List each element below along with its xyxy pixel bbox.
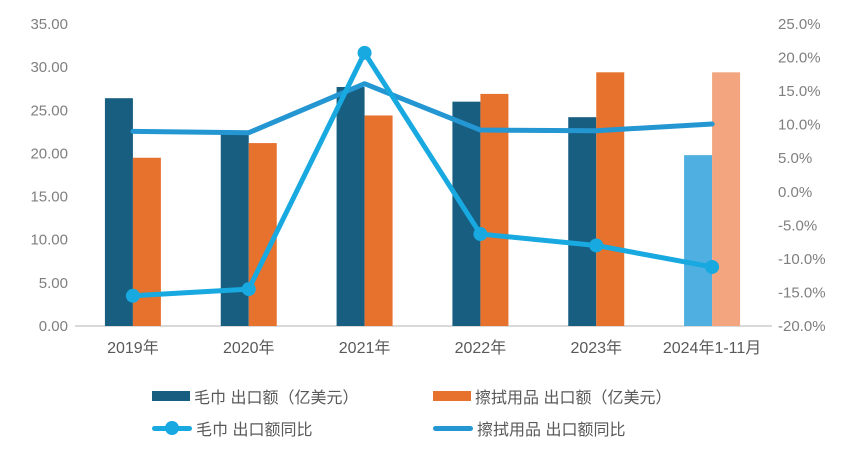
y-right-tick-label: 25.0% bbox=[778, 16, 821, 33]
y-left-tick-label: 25.00 bbox=[30, 102, 68, 119]
marker-毛巾 出口额同比-2020年 bbox=[241, 282, 256, 297]
bar-series0-2024年1-11月 bbox=[684, 155, 713, 326]
x-axis-category-label: 2022年 bbox=[455, 339, 507, 357]
bar-series1-2020年 bbox=[248, 143, 277, 326]
legend-label-towel-export: 毛巾 出口额（亿美元） bbox=[194, 390, 359, 407]
y-right-tick-label: -5.0% bbox=[778, 217, 817, 234]
y-left-tick-label: 30.00 bbox=[30, 59, 68, 76]
bar-series1-2024年1-11月 bbox=[712, 72, 741, 326]
legend-label-wipe-yoy: 擦拭用品 出口额同比 bbox=[477, 422, 626, 439]
x-axis-category-label: 2021年 bbox=[339, 339, 391, 357]
bar-series1-2023年 bbox=[596, 72, 625, 326]
x-axis-category-label: 2019年 bbox=[107, 339, 159, 357]
legend-swatch-towel-line-icon bbox=[152, 421, 192, 435]
y-right-tick-label: 20.0% bbox=[778, 50, 821, 67]
bar-series0-2020年 bbox=[220, 133, 249, 326]
x-axis-category-label: 2024年1-11月 bbox=[663, 339, 761, 357]
legend-label-towel-yoy: 毛巾 出口额同比 bbox=[196, 422, 313, 439]
x-axis-category-label: 2020年 bbox=[223, 339, 275, 357]
legend-swatch-wipe-line-icon bbox=[433, 421, 473, 435]
y-right-tick-label: 15.0% bbox=[778, 83, 821, 100]
y-left-tick-label: 10.00 bbox=[30, 232, 68, 249]
legend-swatch-wipe-bar-icon bbox=[433, 391, 471, 401]
y-left-tick-label: 15.00 bbox=[30, 189, 68, 206]
bar-series0-2023年 bbox=[568, 117, 597, 326]
y-left-tick-label: 5.00 bbox=[39, 275, 68, 292]
y-right-tick-label: 5.0% bbox=[778, 150, 812, 167]
marker-毛巾 出口额同比-2024年1-11月 bbox=[705, 259, 720, 274]
bar-series0-2021年 bbox=[336, 86, 365, 326]
y-right-tick-label: -15.0% bbox=[778, 284, 826, 301]
legend-swatch-towel-bar-icon bbox=[152, 391, 190, 401]
y-right-tick-label: -20.0% bbox=[778, 318, 826, 335]
legend-item-towel-export[interactable]: 毛巾 出口额（亿美元） bbox=[152, 384, 433, 408]
x-axis-category-label: 2023年 bbox=[570, 339, 622, 357]
marker-毛巾 出口额同比-2019年 bbox=[125, 288, 140, 303]
y-right-tick-label: 10.0% bbox=[778, 117, 821, 134]
bar-series1-2021年 bbox=[364, 115, 393, 326]
line-毛巾 出口额同比 bbox=[130, 50, 715, 299]
legend-item-towel-yoy[interactable]: 毛巾 出口额同比 bbox=[152, 416, 433, 440]
legend-item-wipe-export[interactable]: 擦拭用品 出口额（亿美元） bbox=[433, 384, 671, 408]
marker-毛巾 出口额同比-2023年 bbox=[589, 238, 604, 253]
bar-series0-2019年 bbox=[104, 98, 133, 326]
marker-毛巾 出口额同比-2022年 bbox=[473, 227, 488, 242]
marker-毛巾 出口额同比-2021年 bbox=[357, 45, 372, 60]
y-left-tick-label: 35.00 bbox=[30, 16, 68, 33]
y-right-tick-label: 0.0% bbox=[778, 184, 812, 201]
legend-label-wipe-export: 擦拭用品 出口额（亿美元） bbox=[475, 390, 672, 407]
y-left-tick-label: 0.00 bbox=[39, 318, 68, 335]
y-right-tick-label: -10.0% bbox=[778, 251, 826, 268]
y-left-tick-label: 20.00 bbox=[30, 145, 68, 162]
line-擦拭用品 出口额同比 bbox=[130, 81, 715, 136]
legend-item-wipe-yoy[interactable]: 擦拭用品 出口额同比 bbox=[433, 416, 625, 440]
